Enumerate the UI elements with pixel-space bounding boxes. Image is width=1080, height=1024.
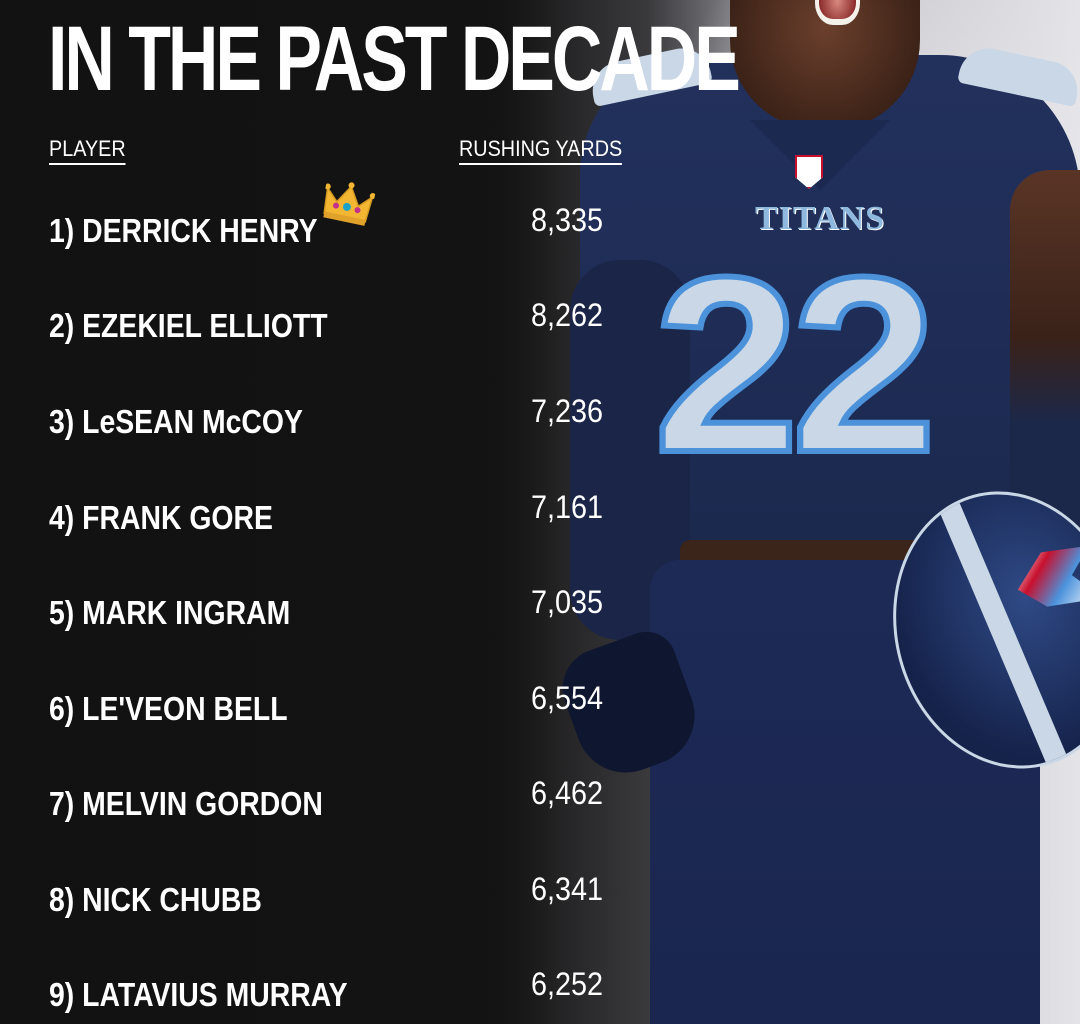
jersey-number: 22 <box>650 225 940 504</box>
rushing-yards: 7,161 <box>530 489 603 525</box>
rushing-yards: 8,262 <box>530 297 603 333</box>
rushing-yards: 6,462 <box>530 775 603 811</box>
titans-logo-icon <box>1010 540 1080 619</box>
player-photo: TITANS 22 <box>540 0 1080 1024</box>
player-name: 2) EZEKIEL ELLIOTT <box>49 307 328 344</box>
player-name: 4) FRANK GORE <box>49 499 273 536</box>
column-header-rushing-yards: RUSHING YARDS <box>459 136 623 165</box>
player-head <box>730 0 920 130</box>
nfl-shield-icon <box>795 155 823 189</box>
table-row: 4) FRANK GORE 7,161 <box>49 489 609 539</box>
table-row: 9) LATAVIUS MURRAY 6,252 <box>49 966 609 1016</box>
rushing-yards: 6,554 <box>530 680 603 716</box>
table-row: 1) DERRICK HENRY 8,335 <box>49 202 609 252</box>
rushing-yards: 8,335 <box>530 202 603 238</box>
page-title: IN THE PAST DECADE <box>48 8 741 110</box>
player-name: 8) NICK CHUBB <box>49 881 262 918</box>
table-row: 3) LeSEAN McCOY 7,236 <box>49 393 609 443</box>
rushing-yards: 7,236 <box>530 393 603 429</box>
player-name: 9) LATAVIUS MURRAY <box>49 976 348 1013</box>
table-row: 7) MELVIN GORDON 6,462 <box>49 775 609 825</box>
player-name: 1) DERRICK HENRY <box>49 212 318 249</box>
table-row: 8) NICK CHUBB 6,341 <box>49 871 609 921</box>
rushing-yards: 6,252 <box>530 966 603 1002</box>
player-name: 6) LE'VEON BELL <box>49 690 288 727</box>
table-row: 5) MARK INGRAM 7,035 <box>49 584 609 634</box>
table-row: 6) LE'VEON BELL 6,554 <box>49 680 609 730</box>
player-name: 7) MELVIN GORDON <box>49 785 323 822</box>
open-mouth <box>815 0 860 25</box>
rushing-yards: 7,035 <box>530 584 603 620</box>
left-gradient-overlay <box>0 0 560 1024</box>
team-wordmark: TITANS <box>755 200 886 237</box>
rushing-yards: 6,341 <box>530 871 603 907</box>
column-header-player: PLAYER <box>49 136 126 165</box>
player-name: 3) LeSEAN McCOY <box>49 403 303 440</box>
crown-icon <box>323 182 376 226</box>
player-name: 5) MARK INGRAM <box>49 594 291 631</box>
table-row: 2) EZEKIEL ELLIOTT 8,262 <box>49 297 609 347</box>
